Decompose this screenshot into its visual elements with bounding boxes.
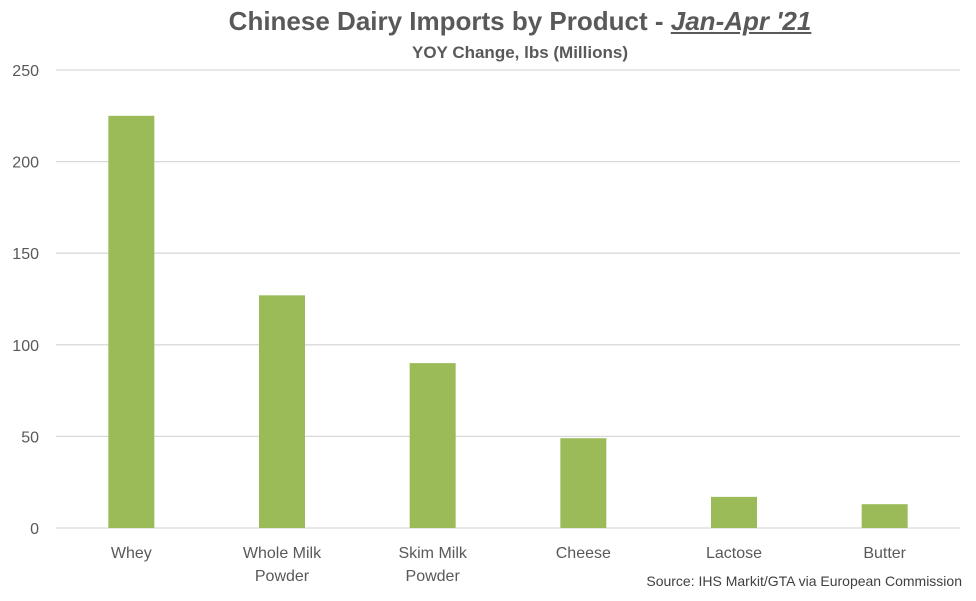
x-tick-label: Whole Milk [243, 545, 322, 562]
bar-butter [861, 504, 908, 528]
y-tick-label: 250 [12, 63, 39, 80]
x-tick-label: Powder [406, 568, 461, 585]
chart-subtitle: YOY Change, lbs (Millions) [412, 43, 628, 62]
x-tick-label: Cheese [556, 545, 611, 562]
bar-lactose [711, 496, 757, 528]
x-tick-label: Whey [111, 545, 152, 562]
bar-skim-milk-powder [409, 363, 456, 528]
y-tick-label: 200 [12, 155, 39, 172]
y-tick-label: 150 [12, 246, 39, 263]
chart-title-main: Chinese Dairy Imports by Product - [228, 6, 671, 36]
bar-cheese [560, 438, 607, 528]
source-note: Source: IHS Markit/GTA via European Comm… [646, 573, 962, 589]
x-tick-label: Powder [255, 568, 310, 585]
x-tick-label: Lactose [706, 545, 762, 562]
chart-title: Chinese Dairy Imports by Product - Jan-A… [0, 6, 976, 37]
bar-whole-milk-powder [259, 295, 305, 528]
x-tick-label: Butter [863, 545, 906, 562]
x-tick-label: Skim Milk [398, 545, 467, 562]
y-tick-label: 0 [30, 521, 39, 538]
y-tick-label: 100 [12, 338, 39, 355]
chart-title-period: Jan-Apr '21 [670, 6, 812, 36]
y-tick-label: 50 [21, 429, 39, 446]
bar-whey [108, 115, 155, 529]
